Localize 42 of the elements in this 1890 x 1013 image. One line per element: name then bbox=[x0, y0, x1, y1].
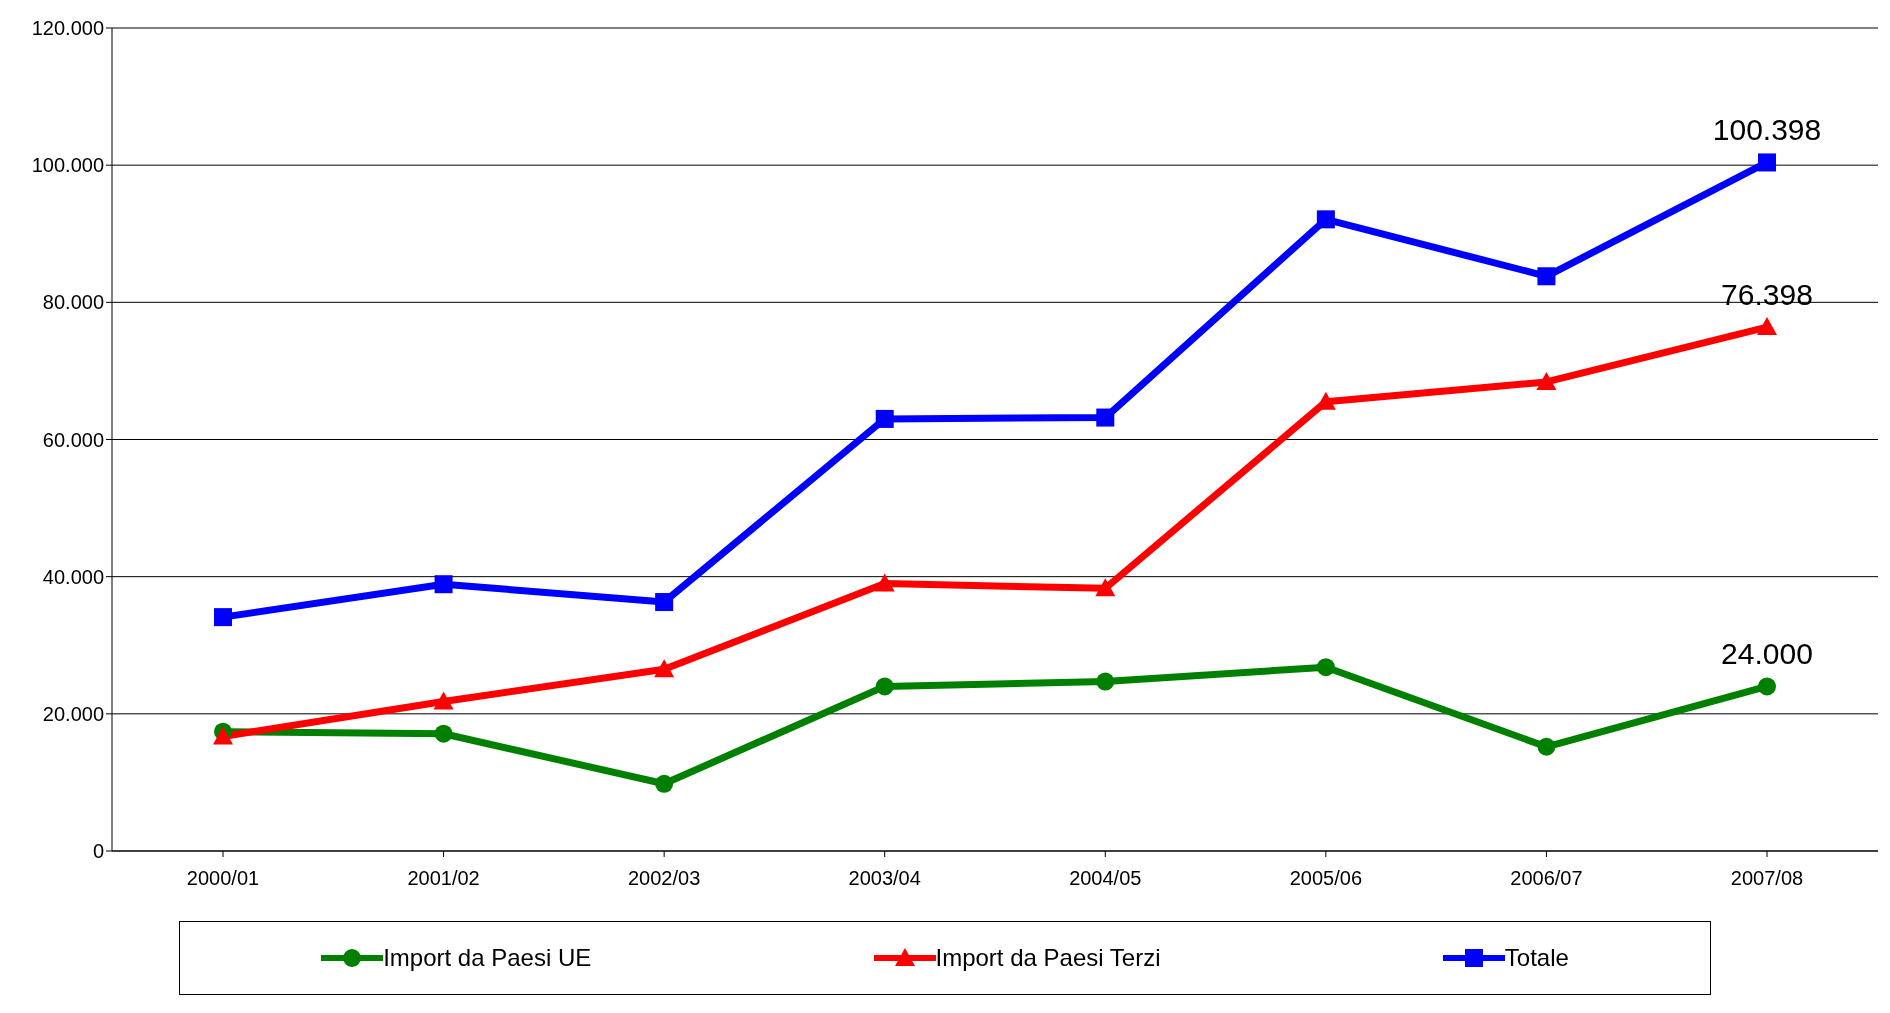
point bbox=[213, 726, 233, 745]
point bbox=[1537, 737, 1556, 756]
point bbox=[655, 593, 674, 612]
point bbox=[875, 677, 894, 696]
point bbox=[433, 691, 454, 710]
point bbox=[434, 575, 453, 594]
point bbox=[1758, 153, 1776, 172]
x-tick-label: 2000/01 bbox=[186, 867, 260, 890]
data-label: 24.000 bbox=[1721, 637, 1813, 671]
point bbox=[1758, 677, 1776, 696]
point bbox=[1316, 210, 1335, 229]
point bbox=[1316, 658, 1335, 677]
x-tick-label: 2001/02 bbox=[407, 867, 480, 890]
point bbox=[434, 724, 453, 743]
point bbox=[655, 774, 674, 793]
x-tick-label: 2007/08 bbox=[1730, 867, 1804, 890]
y-tick-label: 60.000 bbox=[42, 428, 104, 451]
y-tick-label: 0 bbox=[92, 840, 104, 863]
x-tick-label: 2005/06 bbox=[1289, 867, 1363, 890]
x-tick-label: 2003/04 bbox=[848, 867, 921, 890]
legend-label: Import da Paesi UE bbox=[383, 944, 592, 972]
data-label: 100.398 bbox=[1712, 113, 1822, 147]
point bbox=[1096, 408, 1115, 427]
y-tick-label: 40.000 bbox=[42, 565, 104, 588]
legend-label: Import da Paesi Terzi bbox=[935, 944, 1161, 972]
point bbox=[1095, 578, 1116, 597]
legend-label: Totale bbox=[1504, 944, 1569, 972]
point bbox=[1757, 317, 1777, 336]
point bbox=[214, 608, 232, 627]
y-tick-label: 80.000 bbox=[42, 291, 104, 314]
point bbox=[1096, 672, 1115, 691]
y-tick-label: 20.000 bbox=[42, 702, 104, 725]
y-tick-label: 100.000 bbox=[31, 154, 104, 177]
point bbox=[1536, 371, 1557, 390]
point bbox=[875, 409, 894, 428]
point bbox=[654, 659, 675, 678]
y-tick-label: 120.000 bbox=[31, 17, 104, 40]
x-tick-label: 2002/03 bbox=[627, 867, 701, 890]
point bbox=[874, 573, 895, 592]
point bbox=[1537, 267, 1556, 286]
x-tick-label: 2004/05 bbox=[1069, 867, 1142, 890]
x-tick-label: 2006/07 bbox=[1510, 867, 1583, 890]
